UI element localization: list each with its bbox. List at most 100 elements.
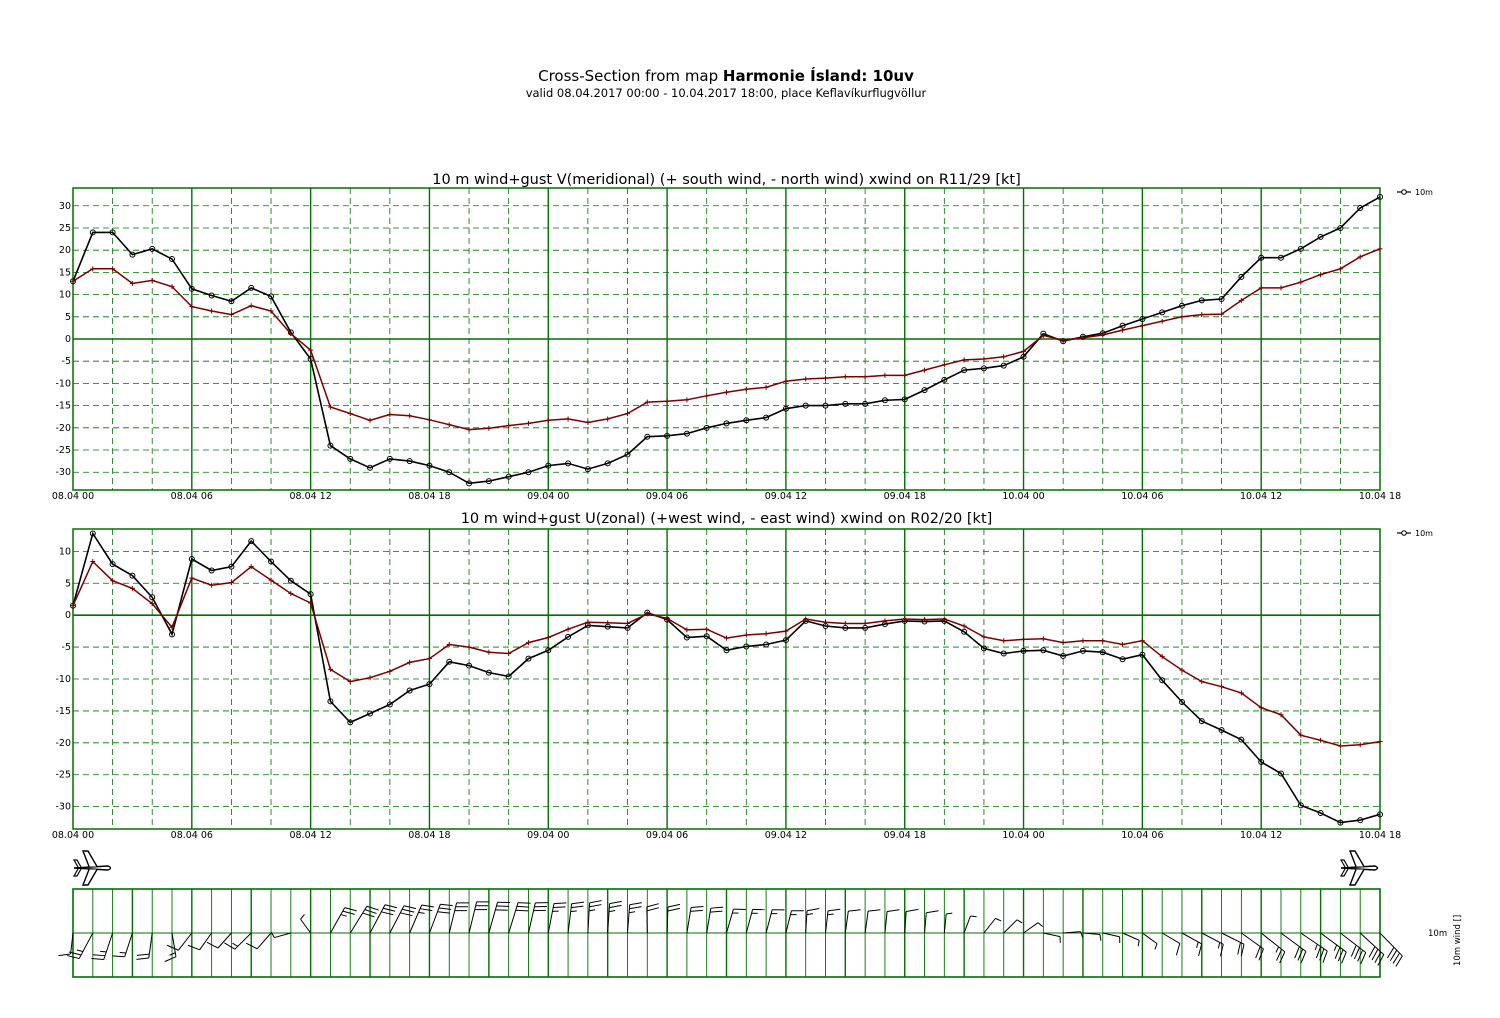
data-point	[1139, 316, 1146, 323]
data-point	[1060, 640, 1066, 646]
data-point	[228, 580, 234, 586]
data-point	[1178, 698, 1185, 705]
wind-barb-icon	[300, 914, 312, 934]
data-point	[1238, 273, 1245, 280]
y-tick-label: 25	[59, 223, 71, 234]
data-point	[743, 417, 750, 424]
x-tick-label: 10.04 06	[1121, 830, 1163, 841]
wind-barb-icon	[1340, 932, 1367, 965]
y-tick-label: -20	[55, 738, 71, 749]
zonal-chart: 10 m wind+gust U(zonal) (+west wind, - e…	[52, 511, 1433, 841]
data-point	[545, 462, 552, 469]
data-point	[565, 626, 571, 632]
data-point	[980, 365, 987, 372]
data-point	[327, 666, 333, 672]
data-point	[823, 619, 829, 625]
panel-title: 10 m wind+gust V(meridional) (+ south wi…	[432, 172, 1020, 188]
data-point	[1000, 362, 1007, 369]
data-point	[604, 460, 611, 467]
wind-barb-icon	[666, 903, 681, 934]
legend-label: 10m	[1415, 529, 1433, 538]
y-tick-label: -30	[55, 802, 71, 813]
data-point	[90, 559, 96, 565]
data-point	[961, 628, 968, 635]
data-point	[525, 469, 532, 476]
data-point	[1080, 638, 1086, 644]
data-point	[1377, 739, 1383, 745]
data-point	[1198, 718, 1205, 725]
data-point	[1357, 817, 1364, 824]
wind-barb-icon	[805, 908, 820, 934]
data-point	[1060, 337, 1066, 343]
title-map-name: Harmonie Ísland: 10uv	[722, 67, 914, 85]
data-point	[624, 620, 630, 626]
data-point	[921, 387, 928, 394]
data-point	[426, 681, 433, 688]
data-point	[624, 451, 631, 458]
data-point	[1317, 810, 1324, 817]
data-point	[248, 303, 254, 309]
data-point	[367, 417, 373, 423]
data-point	[922, 617, 928, 623]
data-point	[703, 633, 710, 640]
data-point	[525, 655, 532, 662]
gust-series-line	[72, 560, 1381, 747]
data-point	[426, 656, 432, 662]
page-subtitle: valid 08.04.2017 00:00 - 10.04.2017 18:0…	[525, 86, 927, 100]
data-point	[446, 642, 452, 648]
data-point	[1337, 224, 1344, 231]
data-point	[1317, 233, 1324, 240]
data-point	[941, 616, 947, 622]
data-point	[367, 675, 373, 681]
wind-barb-icon	[1082, 932, 1102, 941]
data-point	[605, 416, 611, 422]
wind-barb-icon	[726, 908, 746, 934]
meridional-chart: 10 m wind+gust V(meridional) (+ south wi…	[52, 172, 1433, 502]
wind-barb-icon	[468, 901, 489, 934]
x-tick-label: 08.04 00	[52, 491, 94, 502]
data-point	[763, 384, 769, 390]
data-point	[803, 616, 809, 622]
wind-barb-icon	[884, 909, 900, 934]
data-point	[110, 578, 116, 584]
wind-barb-icon	[136, 932, 153, 960]
data-point	[862, 620, 868, 626]
wind-barb-icon	[547, 902, 567, 934]
data-point	[545, 635, 551, 641]
data-point	[1357, 204, 1364, 211]
x-tick-label: 08.04 12	[289, 491, 331, 502]
data-point	[466, 427, 472, 433]
data-point	[743, 643, 750, 650]
data-point	[1000, 650, 1007, 657]
data-point	[386, 455, 393, 462]
data-point	[406, 687, 413, 694]
data-point	[129, 251, 136, 258]
data-point	[1318, 737, 1324, 743]
data-point	[407, 659, 413, 665]
data-point	[347, 719, 354, 726]
data-point	[1040, 647, 1047, 654]
data-point	[584, 466, 591, 473]
y-tick-label: -25	[55, 770, 71, 781]
x-tick-label: 08.04 18	[408, 830, 450, 841]
wind-barb-icon	[706, 906, 724, 934]
y-tick-label: 15	[59, 267, 71, 278]
x-tick-label: 09.04 00	[527, 491, 569, 502]
legend-marker	[1401, 530, 1407, 536]
x-tick-label: 09.04 12	[765, 830, 807, 841]
wind-barb-icon	[745, 908, 765, 934]
data-point	[644, 433, 651, 440]
data-point	[70, 603, 76, 609]
data-point	[288, 331, 294, 337]
data-point	[1079, 647, 1086, 654]
data-point	[1219, 311, 1225, 317]
data-point	[1099, 649, 1106, 656]
data-point	[565, 460, 572, 467]
data-point	[208, 567, 215, 574]
wind-barb-icon	[448, 902, 469, 934]
data-point	[1199, 312, 1205, 318]
y-tick-label: -25	[55, 445, 71, 456]
wind-barb-icon	[91, 932, 114, 960]
data-point	[347, 679, 353, 685]
wind-barb-icon	[488, 901, 510, 934]
